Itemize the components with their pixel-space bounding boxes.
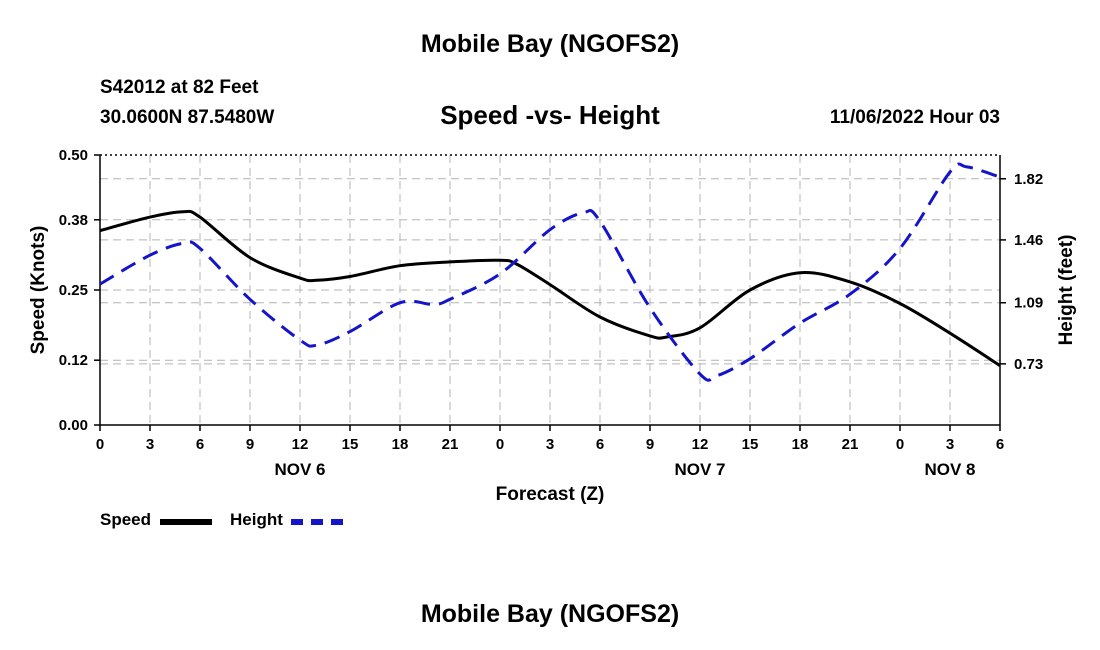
- x-tick-label: 6: [596, 436, 604, 453]
- x-tick-label: 6: [196, 436, 204, 453]
- x-day-label: NOV 7: [674, 460, 725, 479]
- x-tick-label: 6: [996, 436, 1004, 453]
- y-tick-label: 0.12: [59, 352, 88, 369]
- y2-tick-label: 1.09: [1014, 295, 1043, 312]
- x-tick-label: 21: [842, 436, 859, 453]
- series-line-speed: [99, 209, 1001, 367]
- x-tick-label: 12: [292, 436, 309, 453]
- x-tick-label: 3: [146, 436, 154, 453]
- legend-speed-swatch: [160, 519, 212, 525]
- x-tick-label: 3: [946, 436, 954, 453]
- y-tick-label: 0.38: [59, 212, 88, 229]
- series-line-height: [99, 162, 1001, 382]
- legend-height-label: Height: [230, 510, 283, 529]
- footer-title: Mobile Bay (NGOFS2): [420, 600, 680, 628]
- y2-tick-label: 1.46: [1014, 232, 1043, 249]
- station-label: S42012 at 82 Feet: [100, 77, 259, 98]
- x-day-label: NOV 6: [274, 460, 325, 479]
- x-tick-label: 0: [496, 436, 504, 453]
- y-axis-label: Speed (Knots): [28, 226, 49, 355]
- x-tick-label: 18: [792, 436, 809, 453]
- x-tick-label: 0: [896, 436, 904, 453]
- x-day-label: NOV 8: [924, 460, 975, 479]
- legend-height-swatch: [291, 519, 343, 525]
- legend-speed-label: Speed: [100, 510, 152, 529]
- x-tick-label: 0: [96, 436, 104, 453]
- x-tick-label: 9: [246, 436, 254, 453]
- y2-axis-label: Height (feet): [1056, 235, 1077, 346]
- y-tick-label: 0.25: [59, 282, 88, 299]
- y-tick-label: 0.00: [59, 417, 88, 434]
- x-tick-label: 9: [646, 436, 654, 453]
- y2-tick-label: 0.73: [1014, 356, 1043, 373]
- x-axis-label: Forecast (Z): [496, 484, 605, 505]
- chart-subtitle: Speed -vs- Height: [440, 100, 660, 130]
- x-tick-label: 21: [442, 436, 459, 453]
- chart-title: Mobile Bay (NGOFS2): [420, 30, 680, 58]
- x-tick-label: 12: [692, 436, 709, 453]
- x-tick-label: 15: [742, 436, 759, 453]
- y-tick-label: 0.50: [59, 147, 88, 164]
- timestamp-label: 11/06/2022 Hour 03: [829, 107, 1000, 128]
- y2-tick-label: 1.82: [1014, 171, 1043, 188]
- x-tick-label: 18: [392, 436, 409, 453]
- coordinates-label: 30.0600N 87.5480W: [100, 107, 275, 128]
- x-tick-label: 15: [342, 436, 359, 453]
- x-tick-label: 3: [546, 436, 554, 453]
